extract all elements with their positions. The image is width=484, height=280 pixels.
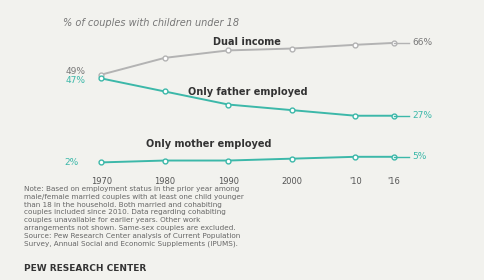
Text: 1990: 1990 <box>217 177 238 186</box>
Text: 2000: 2000 <box>281 177 302 186</box>
Text: Dual income: Dual income <box>213 37 281 47</box>
Text: 66%: 66% <box>412 38 432 47</box>
Text: 47%: 47% <box>65 76 85 85</box>
Text: 27%: 27% <box>412 111 432 120</box>
Text: PEW RESEARCH CENTER: PEW RESEARCH CENTER <box>24 264 146 273</box>
Text: '10: '10 <box>348 177 361 186</box>
Text: '16: '16 <box>386 177 399 186</box>
Text: 5%: 5% <box>412 152 426 161</box>
Text: % of couples with children under 18: % of couples with children under 18 <box>63 18 239 28</box>
Text: 1980: 1980 <box>154 177 175 186</box>
Text: Note: Based on employment status in the prior year among
male/female married cou: Note: Based on employment status in the … <box>24 186 243 247</box>
Text: 49%: 49% <box>65 67 85 76</box>
Text: 2%: 2% <box>64 158 79 167</box>
Text: Only father employed: Only father employed <box>187 87 306 97</box>
Text: Only mother employed: Only mother employed <box>146 139 272 149</box>
Text: 1970: 1970 <box>91 177 111 186</box>
